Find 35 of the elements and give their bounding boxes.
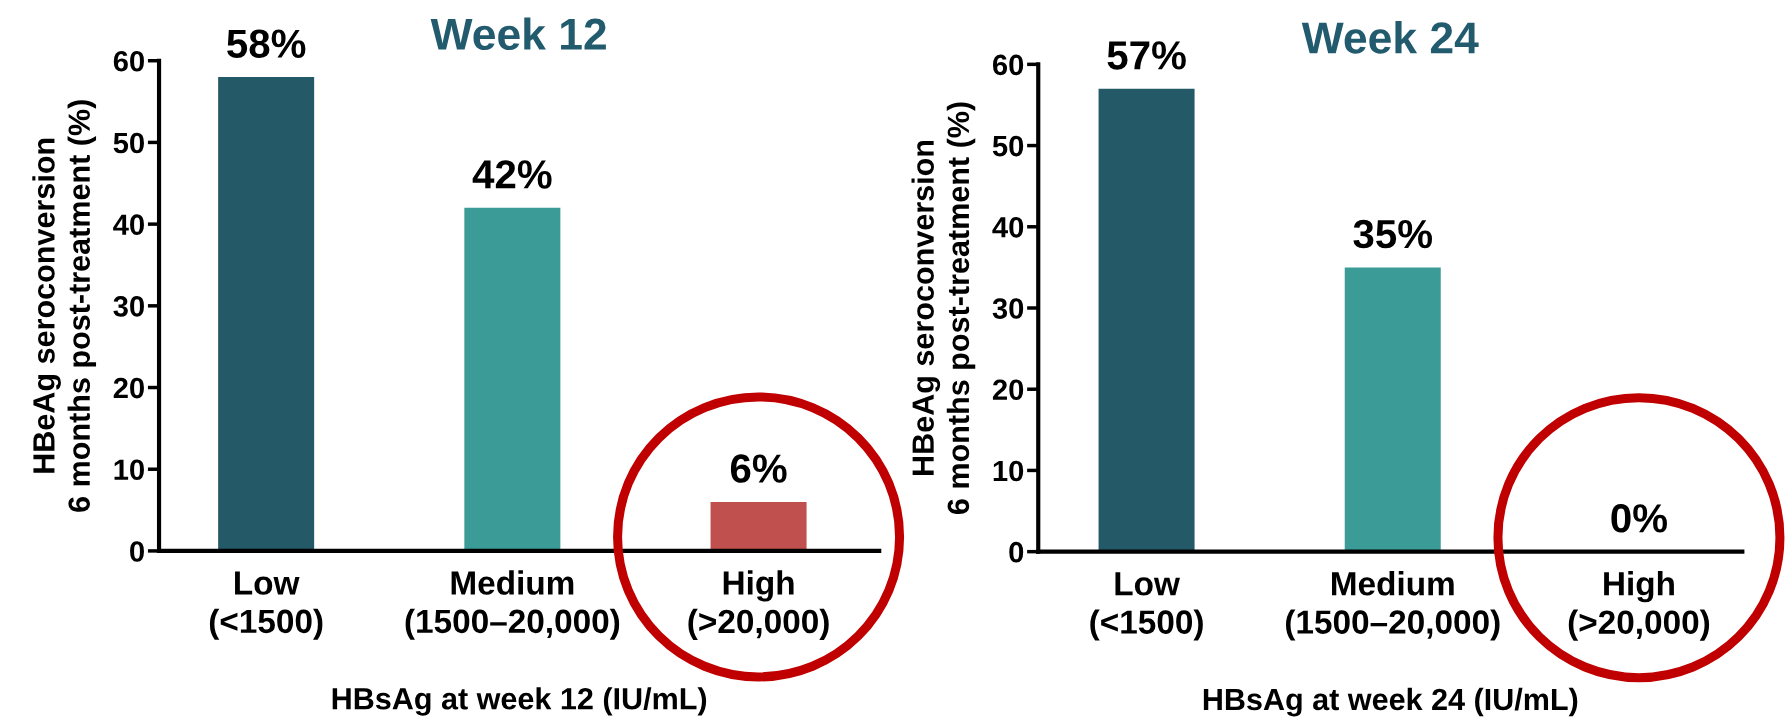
bar — [218, 77, 315, 551]
y-tick-label: 30 — [992, 298, 1024, 319]
y-tick-label: 40 — [113, 214, 144, 235]
data-label: 35% — [1353, 219, 1432, 249]
y-tick-label: 20 — [992, 379, 1024, 401]
y-tick-label: 0 — [1009, 541, 1024, 563]
y-tick-label: 10 — [993, 460, 1024, 482]
data-label: 42% — [472, 160, 552, 189]
x-tick-label: Low (<1500) — [1090, 572, 1203, 641]
y-axis-title: HBeAg seroconversion 6 months post-treatment (%) — [911, 102, 976, 514]
bar — [464, 207, 561, 551]
x-tick-label: Low (<1500) — [209, 571, 323, 640]
x-tick-label: High (>20,000) — [688, 570, 829, 640]
y-axis-title: HBeAg seroconversion 6 months post-treatment (%) — [32, 100, 97, 512]
y-tick-label: 0 — [130, 541, 144, 562]
y-tick-label: 40 — [992, 216, 1024, 238]
data-label: 0% — [1611, 504, 1667, 533]
data-label: 6% — [730, 454, 787, 483]
chart-title: Week 24 — [1301, 21, 1479, 54]
chart-title: Week 12 — [430, 17, 606, 51]
y-tick-label: 30 — [113, 296, 144, 317]
bar — [710, 501, 807, 551]
x-axis-title: HBsAg at week 12 (IU/mL) — [332, 687, 707, 716]
y-tick-label: 20 — [113, 377, 144, 399]
y-tick-label: 10 — [114, 459, 144, 481]
y-tick-label: 60 — [992, 54, 1024, 76]
y-tick-label: 50 — [992, 135, 1024, 157]
x-tick-label: High (>20,000) — [1568, 571, 1710, 641]
y-tick-label: 50 — [113, 132, 144, 154]
data-label: 57% — [1107, 41, 1186, 70]
y-tick-label: 60 — [113, 50, 144, 72]
x-tick-label: Medium (1500–20,000) — [1286, 571, 1500, 641]
x-axis-title: HBsAg at week 24 (IU/mL) — [1203, 687, 1578, 717]
x-tick-label: Medium (1500–20,000) — [405, 570, 620, 640]
data-label: 58% — [227, 29, 306, 58]
